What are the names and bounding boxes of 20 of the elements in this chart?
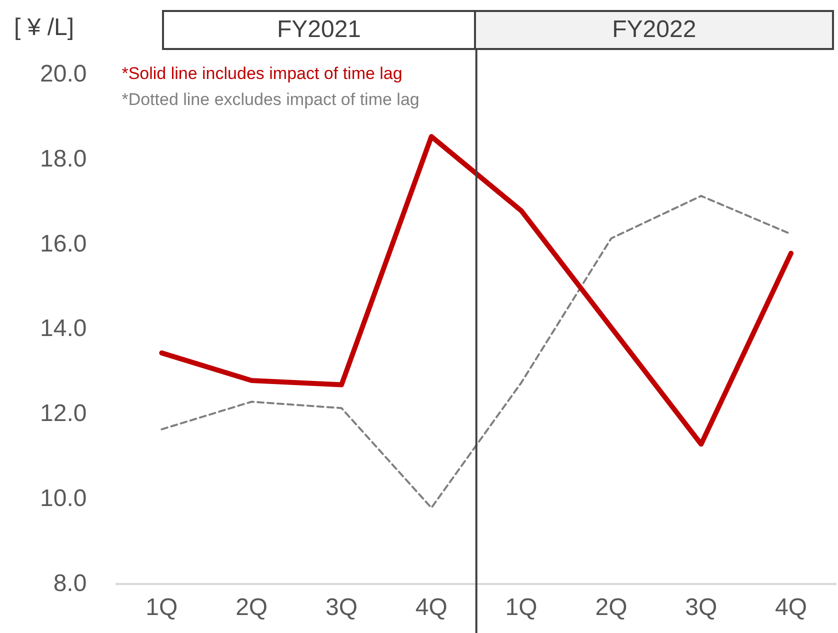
x-tick-label: 2Q — [595, 594, 628, 622]
y-tick-label: 10.0 — [40, 484, 87, 512]
text: FY2021 — [162, 10, 476, 50]
x-tick-label: 3Q — [325, 594, 358, 622]
x-tick-label: 3Q — [685, 594, 718, 622]
x-tick-label: 2Q — [236, 594, 268, 622]
y-tick-label: 12.0 — [40, 400, 87, 428]
annotation: *Solid line includes impact of time lag — [122, 64, 402, 84]
y-axis-title: [ ¥ /L] — [14, 14, 74, 42]
x-tick-label: 4Q — [775, 594, 808, 622]
y-tick-label: 20.0 — [40, 60, 87, 88]
x-tick-label: 4Q — [415, 594, 448, 622]
y-tick-label: 8.0 — [53, 570, 87, 597]
x-tick-label: 1Q — [505, 594, 538, 622]
annotation: *Dotted line excludes impact of time lag — [122, 90, 420, 110]
y-tick-label: 16.0 — [40, 230, 87, 258]
x-tick-label: 1Q — [146, 594, 178, 622]
y-tick-label: 18.0 — [40, 145, 87, 172]
y-tick-label: 14.0 — [40, 315, 87, 342]
text: FY2022 — [476, 10, 834, 50]
